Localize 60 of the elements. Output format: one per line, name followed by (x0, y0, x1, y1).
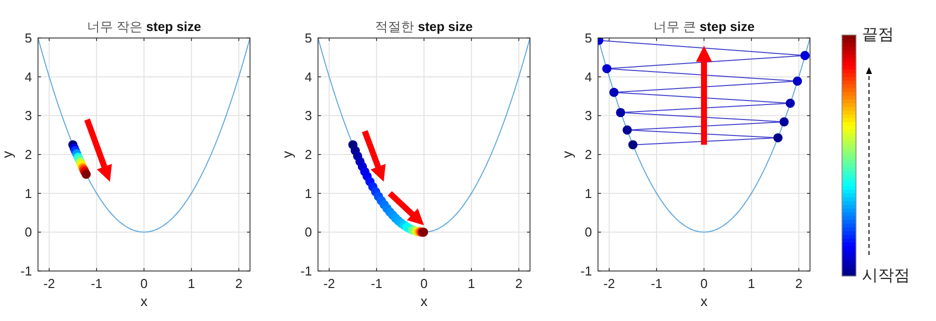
x-axis-title: x (420, 293, 428, 309)
y-tick-label: 3 (24, 108, 32, 124)
y-axis-title: y (279, 151, 295, 158)
y-tick-label: 5 (304, 30, 312, 46)
color-bar-label: 끝점 (862, 26, 894, 44)
point (628, 140, 638, 150)
y-axis-title: y (559, 151, 575, 158)
x-tick-label: 2 (515, 276, 522, 291)
y-tick-label: 2 (24, 147, 32, 162)
point (792, 76, 802, 86)
y-tick-label: 1 (304, 186, 312, 201)
y-tick-label: 1 (24, 186, 32, 201)
x-tick-label: -2 (43, 276, 55, 291)
point (609, 88, 619, 97)
x-tick-label: -2 (323, 276, 335, 291)
x-tick-label: -1 (370, 276, 382, 291)
x-tick-label: 2 (795, 276, 802, 291)
point (602, 64, 612, 74)
y-tick-label: -1 (20, 264, 32, 278)
x-tick-label: 1 (468, 276, 476, 291)
x-tick-label: -2 (603, 276, 615, 291)
point (773, 133, 783, 142)
x-tick-label: 1 (748, 276, 756, 291)
chart-title: 너무 큰 step size (653, 19, 755, 34)
y-tick-label: 4 (304, 69, 312, 84)
point (780, 117, 789, 126)
y-tick-label: -1 (300, 264, 312, 278)
y-tick-label: 2 (304, 147, 312, 162)
y-tick-label: 4 (584, 69, 592, 84)
line-series (38, 38, 250, 233)
x-tick-label: 0 (140, 276, 148, 291)
line-series (598, 38, 810, 233)
y-tick-label: 4 (24, 69, 32, 84)
y-tick-label: 2 (584, 147, 592, 162)
y-tick-label: 0 (584, 224, 592, 240)
y-tick-label: 3 (304, 108, 312, 124)
y-axis-title: y (0, 151, 15, 158)
y-tick-label: 1 (584, 186, 592, 201)
x-tick-label: 2 (235, 276, 242, 291)
chart-title: 너무 작은 step size (86, 19, 202, 34)
y-tick-label: 5 (24, 30, 32, 46)
color-bar-label: 시작점 (862, 268, 910, 284)
x-tick-label: -1 (90, 276, 102, 291)
x-axis-title: x (700, 293, 708, 309)
x-tick-label: 1 (188, 276, 196, 291)
y-tick-label: -1 (580, 264, 592, 278)
x-tick-label: -1 (650, 276, 662, 291)
y-tick-label: 0 (304, 224, 312, 240)
y-tick-label: 5 (584, 30, 592, 46)
point (800, 50, 810, 60)
point (786, 98, 795, 108)
x-axis-title: x (140, 293, 148, 309)
y-tick-label: 3 (584, 108, 592, 124)
y-tick-label: 0 (24, 224, 32, 240)
x-tick-label: 0 (420, 276, 428, 291)
chart-title: 적절한 step size (375, 19, 473, 34)
x-tick-label: 0 (700, 276, 708, 291)
point (82, 170, 91, 179)
point (616, 108, 626, 118)
point (622, 125, 632, 135)
